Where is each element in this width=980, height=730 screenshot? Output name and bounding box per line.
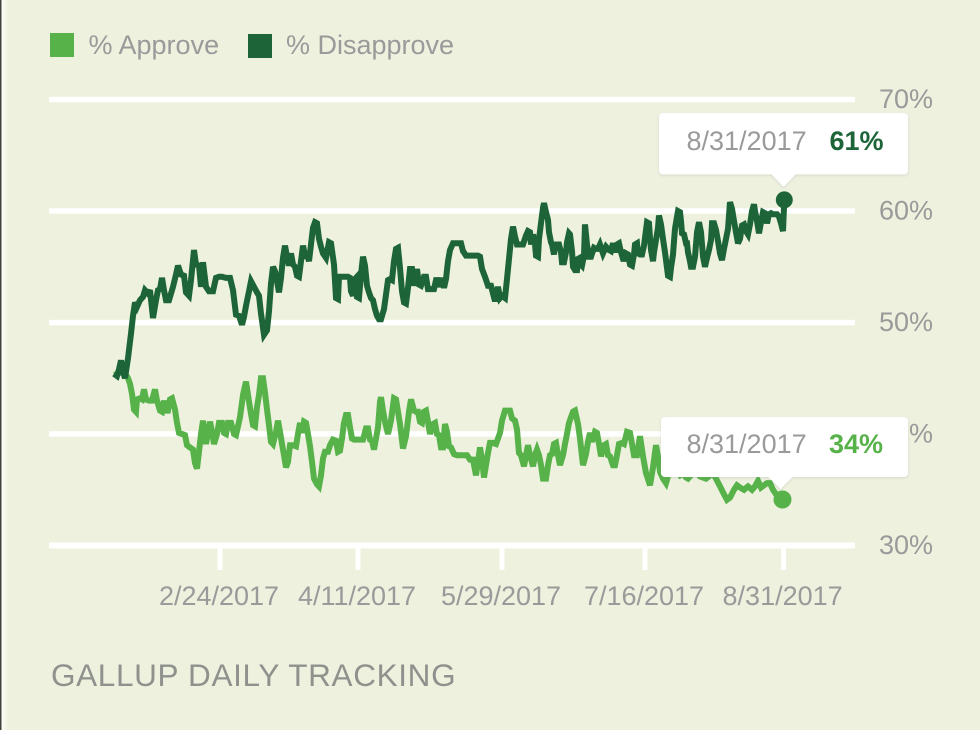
svg-text:30%: 30% — [879, 530, 933, 560]
svg-text:50%: 50% — [879, 307, 933, 337]
svg-text:4/11/2017: 4/11/2017 — [298, 581, 416, 611]
svg-text:8/31/2017: 8/31/2017 — [687, 126, 807, 156]
svg-text:GALLUP DAILY TRACKING: GALLUP DAILY TRACKING — [51, 657, 456, 693]
svg-text:7/16/2017: 7/16/2017 — [584, 581, 704, 611]
svg-text:60%: 60% — [879, 196, 933, 226]
svg-text:70%: 70% — [879, 84, 933, 114]
svg-text:8/31/2017: 8/31/2017 — [723, 581, 843, 611]
svg-text:% Disapprove: % Disapprove — [286, 30, 454, 60]
svg-text:34%: 34% — [829, 429, 883, 459]
svg-text:% Approve: % Approve — [89, 30, 220, 60]
svg-text:61%: 61% — [830, 126, 884, 156]
svg-text:5/29/2017: 5/29/2017 — [441, 581, 561, 611]
svg-text:8/31/2017: 8/31/2017 — [687, 429, 807, 459]
svg-text:2/24/2017: 2/24/2017 — [159, 581, 279, 611]
